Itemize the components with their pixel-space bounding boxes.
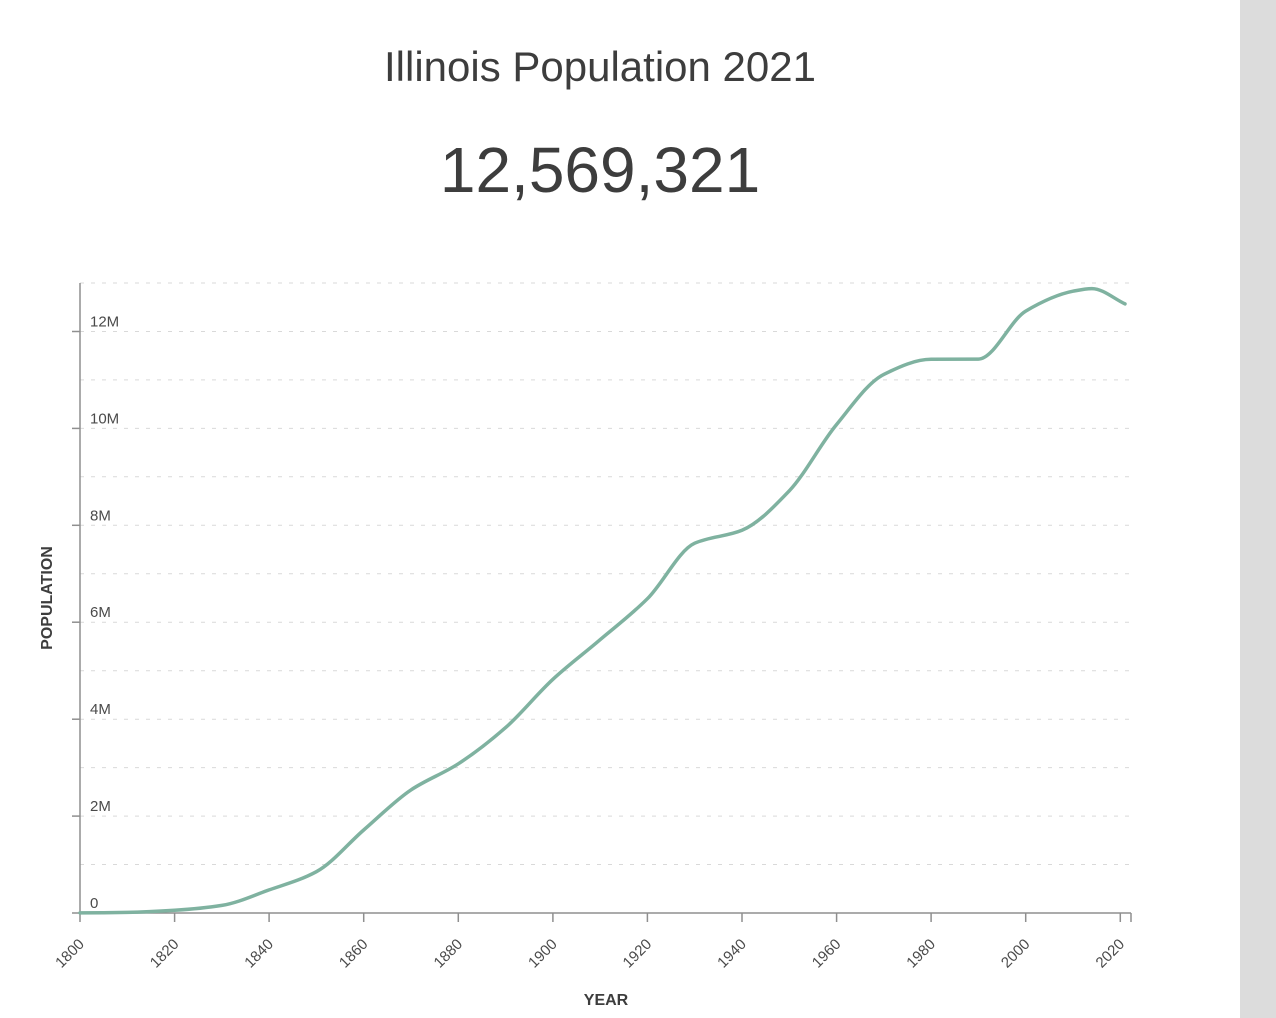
- y-tick-label: 2M: [90, 798, 111, 815]
- x-tick-label: 1800: [52, 936, 88, 972]
- population-line-chart: 0 2M 4M 6M 8M 10M 12M 1800 1820 1840 1860 1880 1900 1…: [0, 255, 1240, 1018]
- x-tick-label: 1820: [147, 936, 183, 972]
- y-tick-label: 8M: [90, 507, 111, 524]
- population-page: Illinois Population 2021 12,569,321 0 2M 4…: [0, 0, 1240, 1018]
- population-line-series: [78, 286, 1127, 915]
- x-tick-label: 2000: [998, 936, 1034, 972]
- x-tick-label: 1840: [241, 936, 277, 972]
- x-tick-label: 2020: [1093, 936, 1129, 972]
- y-axis-title: POPULATION: [39, 546, 56, 650]
- x-tick-label: 1980: [903, 936, 939, 972]
- y-tick-label: 4M: [90, 701, 111, 718]
- current-population-value: 12,569,321: [439, 134, 761, 206]
- y-tick-label: 6M: [90, 604, 111, 621]
- x-tick-label: 1860: [336, 936, 372, 972]
- y-tick-label: 12M: [90, 314, 119, 331]
- page-title: Illinois Population 2021: [384, 43, 816, 90]
- x-tick-label: 1960: [809, 936, 845, 972]
- x-axis-title: YEAR: [584, 992, 629, 1009]
- x-tick-label: 1920: [620, 936, 656, 972]
- page-background-gutter: [1240, 0, 1276, 1018]
- x-tick-label: 1900: [525, 936, 561, 972]
- y-tick-label: 10M: [90, 410, 119, 427]
- y-tick-label: 0: [90, 895, 98, 912]
- x-tick-label: 1940: [714, 936, 750, 972]
- x-tick-label: 1880: [431, 936, 467, 972]
- chart-svg: 0 2M 4M 6M 8M 10M 12M 1800 1820 1840 1860 1880 1900 1…: [39, 282, 1132, 1009]
